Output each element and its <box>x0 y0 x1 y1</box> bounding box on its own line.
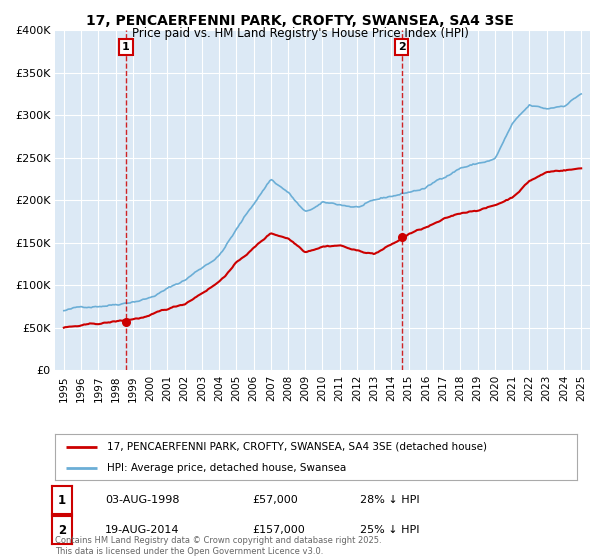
Text: Contains HM Land Registry data © Crown copyright and database right 2025.
This d: Contains HM Land Registry data © Crown c… <box>55 536 382 556</box>
Text: 1: 1 <box>122 42 130 52</box>
Text: 28% ↓ HPI: 28% ↓ HPI <box>360 495 419 505</box>
Text: 25% ↓ HPI: 25% ↓ HPI <box>360 525 419 535</box>
Text: 17, PENCAERFENNI PARK, CROFTY, SWANSEA, SA4 3SE (detached house): 17, PENCAERFENNI PARK, CROFTY, SWANSEA, … <box>107 442 487 452</box>
Text: HPI: Average price, detached house, Swansea: HPI: Average price, detached house, Swan… <box>107 464 347 473</box>
Text: 2: 2 <box>398 42 406 52</box>
Text: 2: 2 <box>58 524 66 537</box>
Text: Price paid vs. HM Land Registry's House Price Index (HPI): Price paid vs. HM Land Registry's House … <box>131 27 469 40</box>
Text: £157,000: £157,000 <box>252 525 305 535</box>
Text: 03-AUG-1998: 03-AUG-1998 <box>105 495 179 505</box>
Text: £57,000: £57,000 <box>252 495 298 505</box>
Text: 1: 1 <box>58 493 66 507</box>
Text: 19-AUG-2014: 19-AUG-2014 <box>105 525 179 535</box>
Text: 17, PENCAERFENNI PARK, CROFTY, SWANSEA, SA4 3SE: 17, PENCAERFENNI PARK, CROFTY, SWANSEA, … <box>86 14 514 28</box>
